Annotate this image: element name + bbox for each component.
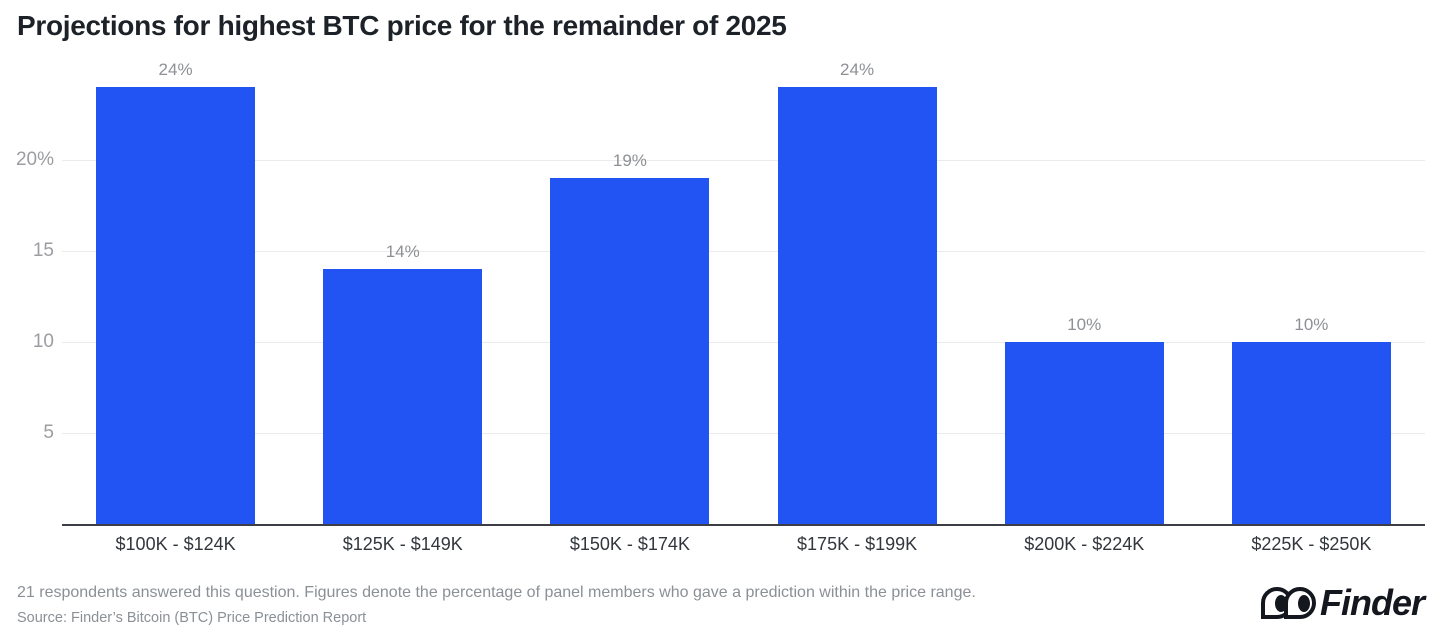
chart-title: Projections for highest BTC price for th… [17, 10, 787, 41]
bar [777, 87, 937, 524]
bar-value-label: 24% [158, 60, 193, 80]
footer-note: 21 respondents answered this question. F… [17, 584, 976, 601]
bar [1004, 342, 1164, 524]
x-axis-label: $125K - $149K [342, 534, 463, 554]
gridline [62, 160, 1425, 162]
bar-value-label: 14% [385, 242, 420, 262]
bar [96, 87, 256, 524]
bar-value-label: 10% [1294, 315, 1329, 335]
finder-wordmark: Finder [1319, 582, 1425, 623]
bar-value-label: 24% [840, 60, 875, 80]
bar-value-label: 19% [612, 151, 647, 171]
y-axis-tick-label: 15 [32, 240, 54, 262]
y-axis-tick-label: 20% [15, 149, 54, 171]
gridline [62, 251, 1425, 253]
x-axis-label: $200K - $224K [1024, 534, 1145, 554]
finder-eyes-icon [1260, 587, 1316, 619]
bar [323, 269, 483, 524]
gridline [62, 342, 1425, 344]
x-axis-label: $225K - $250K [1251, 534, 1372, 554]
x-axis-line [62, 524, 1425, 526]
x-axis-label: $100K - $124K [115, 534, 236, 554]
footer-source: Source: Finder’s Bitcoin (BTC) Price Pre… [17, 610, 367, 626]
x-axis-label: $150K - $174K [569, 534, 690, 554]
x-axis-label: $175K - $199K [797, 534, 918, 554]
gridline [62, 433, 1425, 435]
y-axis-tick-label: 10 [32, 331, 54, 353]
bar [1231, 342, 1391, 524]
bar-value-label: 10% [1067, 315, 1102, 335]
y-axis-tick-label: 5 [43, 422, 54, 444]
finder-right-eye-icon [1283, 587, 1316, 619]
bar [550, 178, 710, 524]
finder-logo: Finder [1260, 580, 1425, 626]
